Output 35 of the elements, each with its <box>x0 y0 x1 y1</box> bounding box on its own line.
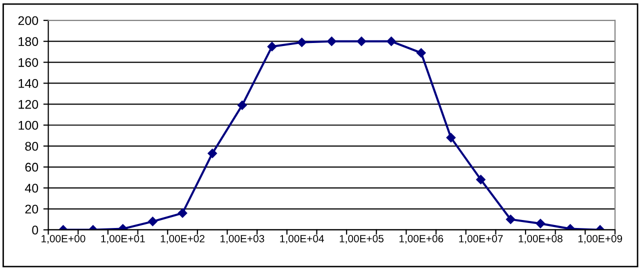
point <box>267 42 277 52</box>
x-tick-label: 1,00E+04 <box>280 234 324 244</box>
x-tick-label: 1,00E+09 <box>578 234 622 244</box>
x-tick-label: 1,00E+07 <box>459 234 503 244</box>
y-tick-label: 120 <box>18 100 38 109</box>
y-tick-label: 60 <box>25 162 38 172</box>
y-tick-label: 140 <box>18 79 38 88</box>
x-tick-label: 1,00E+01 <box>101 234 145 244</box>
point <box>148 216 158 226</box>
point <box>536 218 546 228</box>
x-tick-label: 1,00E+05 <box>340 234 384 244</box>
y-tick-label: 20 <box>25 204 38 214</box>
point <box>327 36 336 46</box>
y-tick-label: 40 <box>24 184 38 193</box>
y-tick-label: 160 <box>18 58 38 67</box>
point <box>356 36 366 46</box>
y-tick-label: 0 <box>32 226 38 234</box>
y-tick-label: 200 <box>18 16 38 26</box>
x-tick-label: 1,00E+03 <box>220 234 264 244</box>
point <box>208 148 217 158</box>
point <box>506 214 516 224</box>
point <box>446 133 456 142</box>
y-tick-label: 180 <box>18 37 38 46</box>
point <box>416 48 426 58</box>
x-tick-label: 1,00E+08 <box>518 234 562 244</box>
x-tick-label: 1,00E+06 <box>399 234 444 244</box>
point <box>238 100 247 110</box>
point <box>386 36 396 46</box>
y-tick-label: 100 <box>18 120 38 130</box>
x-tick-label: 1,00E+02 <box>160 234 204 244</box>
y-tick-label: 80 <box>25 142 38 151</box>
x-tick-label: 1,00E+00 <box>42 234 86 244</box>
point <box>297 38 306 48</box>
point <box>476 174 486 184</box>
point <box>178 208 188 218</box>
